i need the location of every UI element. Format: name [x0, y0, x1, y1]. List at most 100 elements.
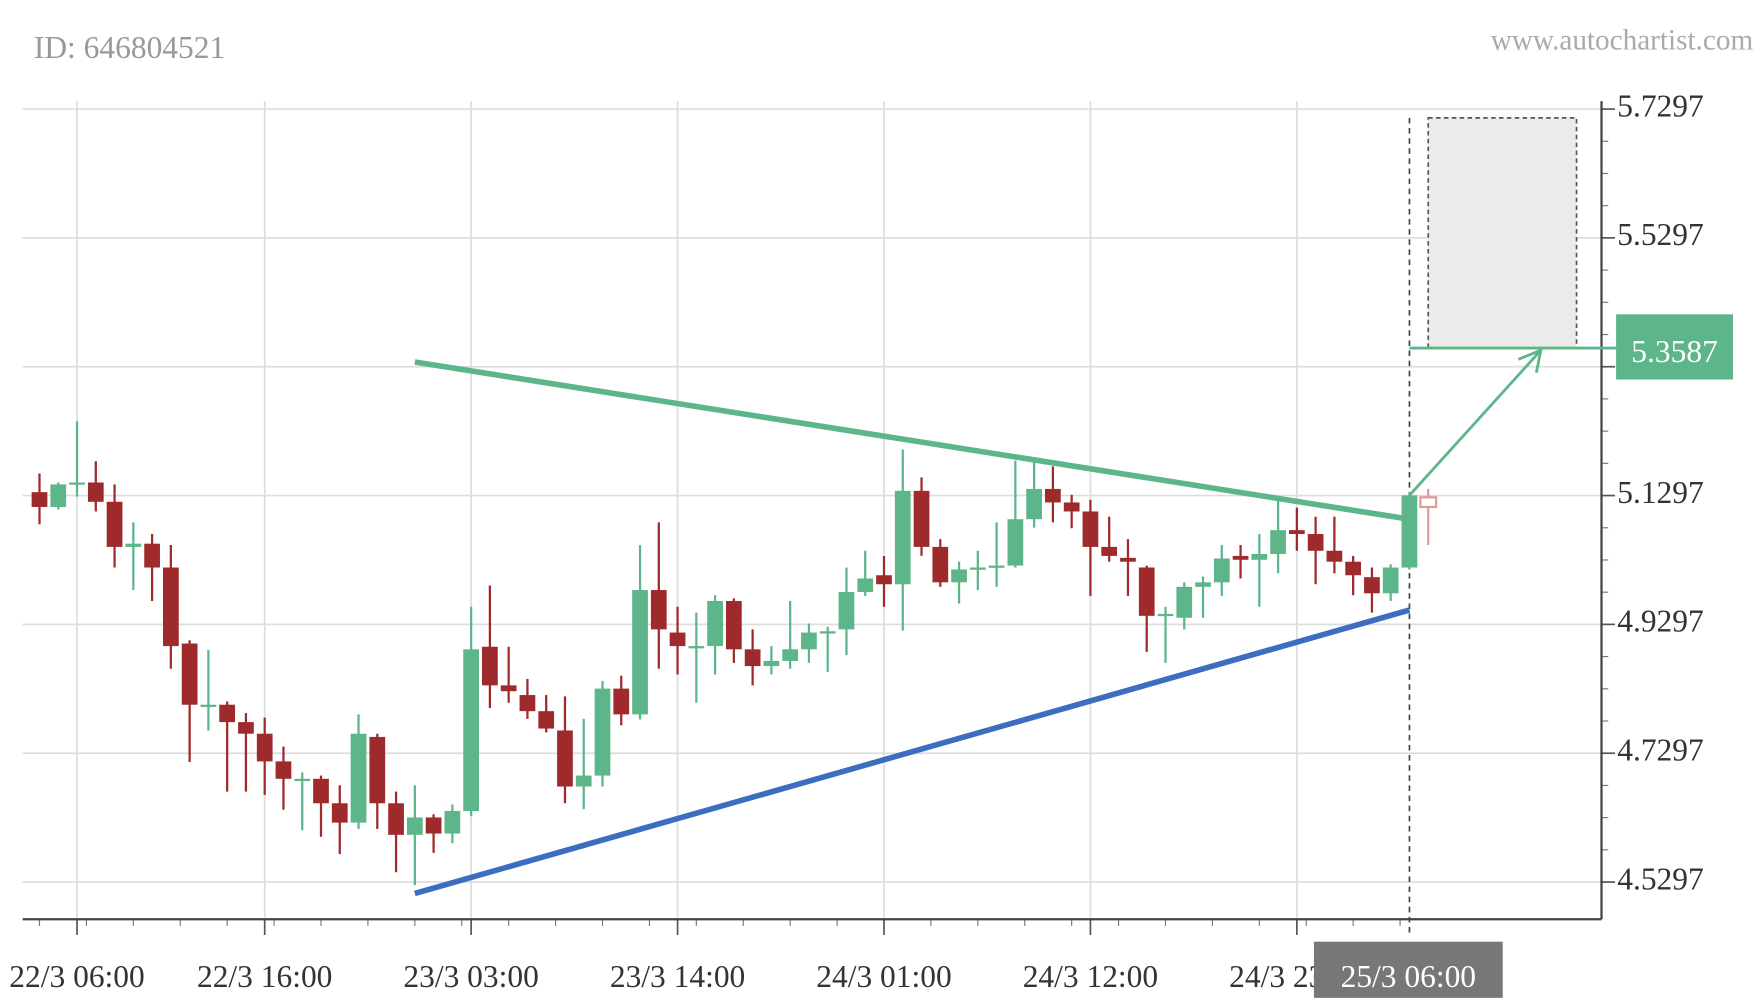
candle-body: [763, 660, 780, 667]
candle-body: [69, 482, 85, 485]
candle-body: [350, 733, 367, 823]
candle-body: [294, 778, 311, 782]
candle-body: [782, 649, 799, 661]
candle-body: [275, 761, 292, 779]
trendline: [414, 607, 1411, 897]
candle-body: [725, 601, 742, 650]
target-arrow: [1408, 349, 1542, 497]
candle-body: [1157, 613, 1174, 617]
candle-body: [87, 482, 104, 502]
candle-body: [1364, 577, 1380, 594]
candle-body: [801, 632, 817, 650]
watermark-url: www.autochartist.com: [1491, 24, 1754, 56]
candle-body: [388, 803, 404, 835]
candle-body: [650, 590, 667, 630]
candle-body: [838, 591, 855, 630]
candle-body: [425, 817, 442, 834]
candle-body: [1382, 567, 1399, 594]
candle-body: [50, 484, 67, 507]
target-label-box: [1616, 314, 1733, 380]
candle-body: [162, 567, 179, 647]
candle-body: [125, 543, 142, 547]
y-tick-label: 5.5297: [1617, 217, 1704, 252]
x-tick-label: 23/3 14:00: [610, 959, 745, 994]
candle-body: [969, 567, 986, 570]
candle-body: [557, 730, 573, 787]
candle-body: [1007, 519, 1024, 566]
candle-body: [1176, 586, 1193, 618]
candle-body: [951, 569, 967, 583]
candle-body: [632, 590, 648, 715]
candle-body: [1213, 558, 1230, 583]
candle-body: [857, 578, 874, 592]
candle-body: [313, 778, 329, 804]
candle-body: [1138, 567, 1155, 616]
candle-body: [369, 736, 386, 804]
candle-body: [1232, 555, 1249, 560]
candle-body: [932, 546, 949, 583]
candle-body: [238, 722, 254, 734]
x-tick-label: 22/3 06:00: [9, 959, 144, 994]
candle-body: [1082, 511, 1099, 547]
candle-body: [1045, 488, 1061, 503]
candle-body: [819, 631, 836, 634]
candle-body: [331, 803, 348, 823]
y-tick-label: 4.5297: [1617, 861, 1704, 896]
candle-body: [744, 649, 761, 667]
y-tick-label: 4.7297: [1617, 732, 1704, 767]
candle-body: [594, 688, 611, 776]
trendline: [414, 359, 1410, 522]
candle-body: [1307, 534, 1324, 551]
candle-body: [482, 646, 498, 686]
target-label: 5.3587: [1631, 334, 1718, 369]
chart-id: ID: 646804521: [34, 30, 225, 65]
candle-body: [519, 695, 536, 712]
marker-label: 25/3 06:00: [1341, 959, 1476, 994]
candle-body: [1120, 557, 1136, 562]
candle-body: [1101, 546, 1118, 556]
candle-body: [256, 733, 273, 762]
candle-body: [1270, 530, 1286, 554]
candle-body: [31, 492, 48, 507]
x-tick-label: 24/3 01:00: [816, 959, 951, 994]
candle-body: [219, 704, 236, 723]
candle-body: [688, 646, 705, 649]
candle-body: [1288, 530, 1305, 535]
candle-body: [1419, 496, 1438, 509]
candle-body: [913, 490, 930, 547]
candle-body: [707, 601, 723, 647]
y-tick-label: 5.1297: [1617, 475, 1704, 510]
forecast-box: [1427, 117, 1578, 349]
candle-body: [406, 817, 423, 835]
y-tick-label: 5.7297: [1617, 88, 1704, 123]
candle-body: [1063, 502, 1080, 512]
candle-body: [106, 501, 123, 547]
candle-body: [876, 575, 892, 585]
candle-body: [144, 543, 160, 568]
candle-body: [575, 775, 592, 787]
marker-label-box: [1313, 941, 1503, 998]
candle-body: [1401, 495, 1418, 568]
x-tick-label: 24/3 12:00: [1023, 959, 1158, 994]
candle-body: [669, 632, 686, 647]
candle-body: [1326, 550, 1343, 562]
y-tick-label: 4.9297: [1617, 604, 1704, 639]
candle-body: [463, 649, 479, 812]
candle-body: [988, 565, 1005, 568]
candle-body: [444, 811, 461, 834]
x-tick-label: 23/3 03:00: [403, 959, 538, 994]
candle-body: [200, 704, 217, 707]
candle-body: [1345, 561, 1362, 576]
candle-body: [1251, 553, 1268, 560]
x-tick-label: 22/3 16:00: [197, 959, 332, 994]
arrow-head: [1517, 348, 1543, 374]
candle-body: [613, 688, 630, 715]
candle-body: [538, 711, 555, 729]
candle-body: [500, 685, 517, 692]
candle-body: [894, 490, 911, 585]
candle-body: [1026, 488, 1042, 520]
candle-body: [1195, 582, 1211, 587]
candle-body: [181, 643, 198, 705]
